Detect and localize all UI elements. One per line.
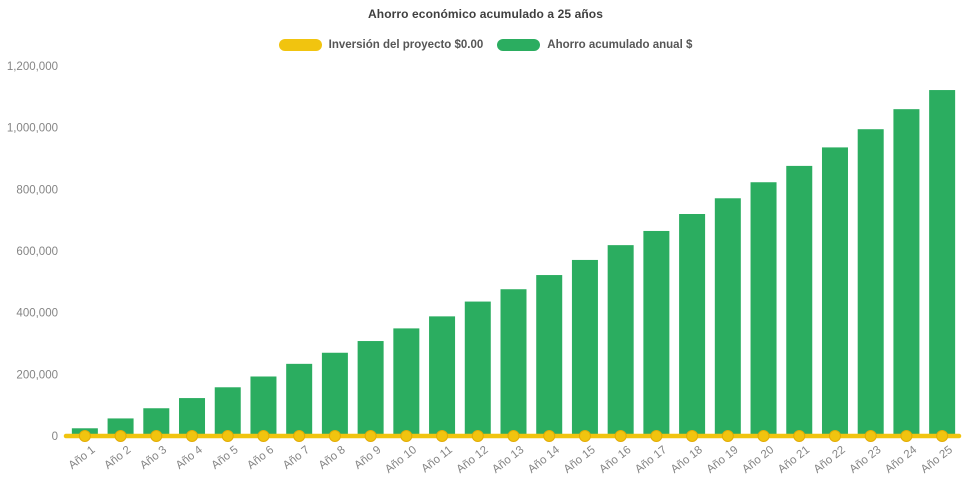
bar-year-4[interactable] [179,398,206,436]
investment-marker-year-11[interactable] [436,430,449,442]
legend-swatch-yellow [278,39,322,51]
bar-year-7[interactable] [286,363,313,436]
x-axis-label-year-3: Año 3 [138,444,169,472]
investment-marker-year-5[interactable] [221,430,234,442]
x-axis-label-year-12: Año 12 [455,444,491,476]
x-axis-label-year-18: Año 18 [669,444,705,476]
bar-year-19[interactable] [714,198,741,436]
investment-marker-year-4[interactable] [186,430,199,442]
bar-year-5[interactable] [214,387,241,436]
x-axis-label-year-4: Año 4 [174,444,206,472]
y-axis-label-0: 0 [52,431,58,443]
investment-marker-year-12[interactable] [471,430,484,442]
x-axis-label-year-24: Año 24 [883,444,920,476]
y-axis-label-600000: 600,000 [16,246,58,258]
bar-year-13[interactable] [500,289,527,436]
x-axis-label-year-1: Año 1 [67,444,98,472]
bar-year-2[interactable] [107,418,134,436]
bar-year-20[interactable] [750,182,777,436]
bar-year-8[interactable] [321,352,348,436]
investment-marker-year-18[interactable] [686,430,699,442]
bar-year-14[interactable] [536,275,563,436]
y-axis-label-200000: 200,000 [16,369,58,381]
x-axis-label-year-2: Año 2 [102,444,133,472]
bar-year-25[interactable] [929,90,956,437]
x-axis-label-year-23: Año 23 [847,444,883,476]
chart-title: Ahorro económico acumulado a 25 años [368,7,603,21]
investment-marker-year-25[interactable] [936,430,949,442]
investment-marker-year-2[interactable] [114,430,127,442]
x-axis-label-year-15: Año 15 [562,444,598,476]
x-axis-label-year-25: Año 25 [919,444,955,476]
x-axis-label-year-11: Año 11 [419,444,454,475]
legend: Inversión del proyecto $0.00 Ahorro acum… [0,39,971,51]
legend-label-inversion: Inversión del proyecto $0.00 [328,39,484,51]
legend-item-inversion[interactable]: Inversión del proyecto $0.00 [278,39,484,51]
investment-marker-year-8[interactable] [328,430,341,442]
bar-year-22[interactable] [821,147,848,436]
x-axis-label-year-16: Año 16 [597,444,633,476]
legend-item-ahorro[interactable]: Ahorro acumulado anual $ [497,39,692,51]
x-axis-label-year-21: Año 21 [776,444,812,476]
bar-year-21[interactable] [786,165,813,436]
x-axis-label-year-10: Año 10 [383,444,419,476]
x-axis-label-year-13: Año 13 [490,444,526,476]
y-axis-label-800000: 800,000 [16,184,58,196]
legend-label-ahorro: Ahorro acumulado anual $ [547,39,693,51]
y-axis-label-1200000: 1,200,000 [7,61,58,73]
investment-marker-year-10[interactable] [400,430,413,442]
investment-marker-year-7[interactable] [293,430,306,442]
bar-year-11[interactable] [429,316,456,436]
bar-year-24[interactable] [893,109,920,437]
investment-marker-year-16[interactable] [614,430,627,442]
investment-marker-year-22[interactable] [828,430,841,442]
bar-year-23[interactable] [857,129,884,437]
x-axis-label-year-17: Año 17 [633,444,669,476]
bar-year-12[interactable] [464,301,491,436]
investment-marker-year-13[interactable] [507,430,520,442]
bar-year-6[interactable] [250,376,277,436]
x-axis-label-year-5: Año 5 [210,444,241,472]
investment-marker-year-24[interactable] [900,430,913,442]
bar-year-17[interactable] [643,230,670,436]
y-axis-label-1000000: 1,000,000 [7,123,58,135]
legend-swatch-green [497,39,541,51]
investment-marker-year-17[interactable] [650,430,663,442]
x-axis-label-year-22: Año 22 [812,444,848,476]
x-axis-label-year-20: Año 20 [740,444,776,476]
x-axis-label-year-6: Año 6 [245,444,276,472]
x-axis-label-year-8: Año 8 [317,444,348,472]
investment-marker-year-23[interactable] [864,430,877,442]
bar-year-18[interactable] [679,214,706,436]
investment-marker-year-1[interactable] [78,430,91,442]
investment-marker-year-9[interactable] [364,430,377,442]
x-axis-label-year-19: Año 19 [705,444,741,476]
bar-year-16[interactable] [607,245,634,436]
investment-marker-year-21[interactable] [793,430,806,442]
investment-marker-year-14[interactable] [543,430,556,442]
y-axis-label-400000: 400,000 [16,308,58,320]
x-axis-label-year-14: Año 14 [526,444,563,476]
bar-year-9[interactable] [357,341,384,436]
investment-marker-year-15[interactable] [578,430,591,442]
bar-year-10[interactable] [393,328,420,436]
investment-marker-year-6[interactable] [257,430,270,442]
investment-marker-year-3[interactable] [150,430,163,442]
investment-marker-year-19[interactable] [721,430,734,442]
x-axis-label-year-7: Año 7 [281,444,312,472]
bar-year-15[interactable] [571,259,598,436]
investment-marker-year-20[interactable] [757,430,770,442]
x-axis-label-year-9: Año 9 [352,444,383,472]
